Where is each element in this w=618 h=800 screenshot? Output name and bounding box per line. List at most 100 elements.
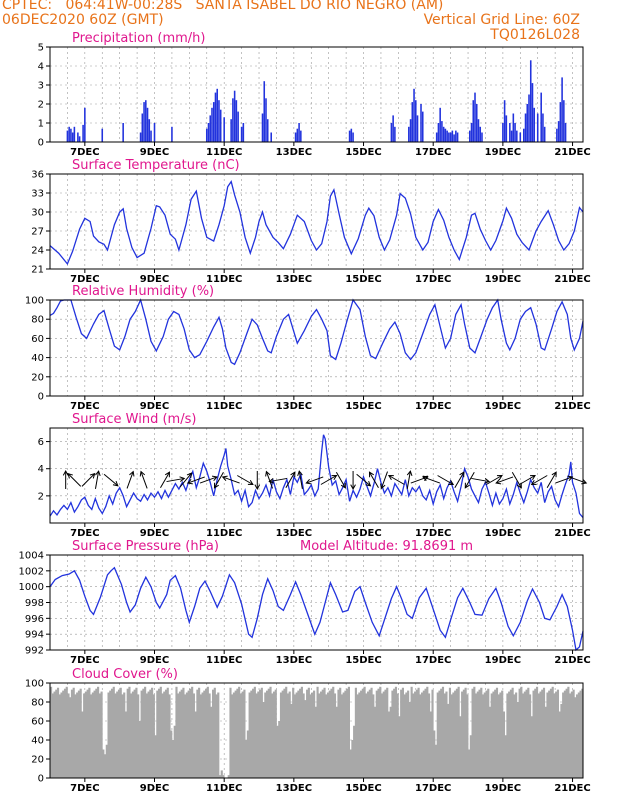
cloud-bar <box>367 691 370 778</box>
wind-arrow <box>94 470 101 489</box>
cloud-bar <box>340 694 344 778</box>
wind-arrow <box>422 475 441 484</box>
x-tick-label: 9DEC <box>140 783 169 794</box>
precip-bar <box>416 115 419 142</box>
wind-arrow-shaft <box>214 471 224 489</box>
x-tick-label: 7DEC <box>70 528 99 539</box>
wind-arrow-shaft <box>285 471 296 489</box>
precip-bar <box>563 100 565 142</box>
precip-bar <box>449 132 452 142</box>
cloud-bar <box>445 691 448 778</box>
cloud-bar <box>535 686 539 778</box>
wind-arrow-head <box>530 479 537 486</box>
wind-arrow <box>62 469 69 489</box>
cloud-bar <box>300 686 303 778</box>
x-tick-label: 15DEC <box>345 528 381 539</box>
wind-arrow-shaft <box>406 471 411 489</box>
cloud-bar <box>274 689 277 778</box>
wind-arrow <box>471 477 491 484</box>
wind-arrow <box>285 471 296 489</box>
precip-bar <box>148 119 151 142</box>
wind-arrow-head <box>495 478 502 485</box>
y-tick-label: 994 <box>25 630 44 641</box>
panel-5: 992 994 996 998 1000 1002 1004 7DEC 9DEC 11DEC 13D… <box>19 539 591 666</box>
wind-arrow-head <box>297 470 303 477</box>
cloud-bar <box>250 690 253 778</box>
wind-arrow <box>213 471 224 489</box>
precip-bar <box>300 130 302 142</box>
y-tick-label: 100 <box>25 679 44 690</box>
wind-arrow-head <box>484 478 491 484</box>
wind-arrow-head <box>387 474 394 481</box>
precip-bar <box>421 111 424 142</box>
cloud-bar <box>229 687 232 778</box>
wind-arrow <box>67 472 82 487</box>
x-tick-label: 15DEC <box>345 783 381 794</box>
cloud-bar <box>130 693 133 778</box>
cloud-bar <box>222 775 225 778</box>
precip-bar <box>542 113 544 142</box>
cloud-bar <box>391 690 394 778</box>
cloud-bar <box>431 689 434 778</box>
cloud-bar <box>471 688 474 778</box>
wind-arrow <box>546 471 557 489</box>
x-tick-label: 17DEC <box>415 783 451 794</box>
cloud-bar <box>175 686 178 778</box>
wind-arrow <box>254 471 261 491</box>
cloud-bar <box>565 688 568 778</box>
x-tick-label: 13DEC <box>276 274 312 285</box>
x-tick-label: 13DEC <box>276 783 312 794</box>
wind-arrow <box>265 470 274 489</box>
wind-arrow-shaft <box>555 476 573 484</box>
wind-arrow-shaft <box>369 471 379 489</box>
cloud-bar <box>504 735 507 778</box>
y-tick-label: 80 <box>31 315 44 326</box>
wind-arrow-shaft <box>222 476 240 484</box>
wind-arrow <box>81 472 96 487</box>
x-tick-label: 13DEC <box>276 401 312 412</box>
precip-bar <box>296 128 299 142</box>
wind-arrow-head <box>211 475 218 482</box>
cloud-bar <box>278 721 281 778</box>
y-tick-label: 4 <box>38 62 44 73</box>
precip-bar <box>411 102 414 142</box>
x-tick-label: 17DEC <box>415 274 451 285</box>
wind-arrow-shaft <box>380 471 388 489</box>
precip-bar <box>519 132 522 142</box>
cloud-bar <box>447 703 450 778</box>
precip-bar <box>266 119 269 142</box>
cloud-bar <box>387 711 391 778</box>
panel-frame <box>49 427 584 524</box>
cloud-bar <box>424 688 427 778</box>
cloud-bar <box>189 688 192 778</box>
cloud-bar <box>62 690 65 778</box>
cloud-bar <box>51 693 54 778</box>
cloud-bar <box>196 689 199 778</box>
wind-arrow-head <box>448 479 455 486</box>
precip-bar <box>223 117 225 142</box>
cloud-bar <box>546 692 549 778</box>
header-station-line: CPTEC: 064:41W-00:28S SANTA ISABEL DO RI… <box>2 0 444 13</box>
x-tick-label: 17DEC <box>415 147 451 158</box>
precip-bar <box>101 128 104 142</box>
cloud-bar <box>306 689 309 778</box>
cloud-bar <box>145 693 148 778</box>
precip-bar <box>82 124 84 142</box>
cloud-bar <box>368 689 371 778</box>
x-tick-label: 7DEC <box>70 401 99 412</box>
y-tick-label: 996 <box>25 614 44 625</box>
wind-arrow-head <box>129 470 135 477</box>
cloud-bar <box>74 694 77 778</box>
precip-bar <box>479 126 482 142</box>
cloud-bar <box>344 690 347 778</box>
cloud-bar <box>419 694 422 778</box>
x-tick-label: 11DEC <box>206 274 242 285</box>
wind-arrow <box>464 471 475 489</box>
y-tick-label: 24 <box>31 246 44 257</box>
wind-arrow <box>179 472 193 488</box>
cloud-bar <box>131 691 135 778</box>
wind-arrow <box>380 471 388 490</box>
cloud-bar <box>438 690 441 778</box>
cloud-bar <box>452 692 455 778</box>
wind-arrow-shaft <box>546 471 557 489</box>
